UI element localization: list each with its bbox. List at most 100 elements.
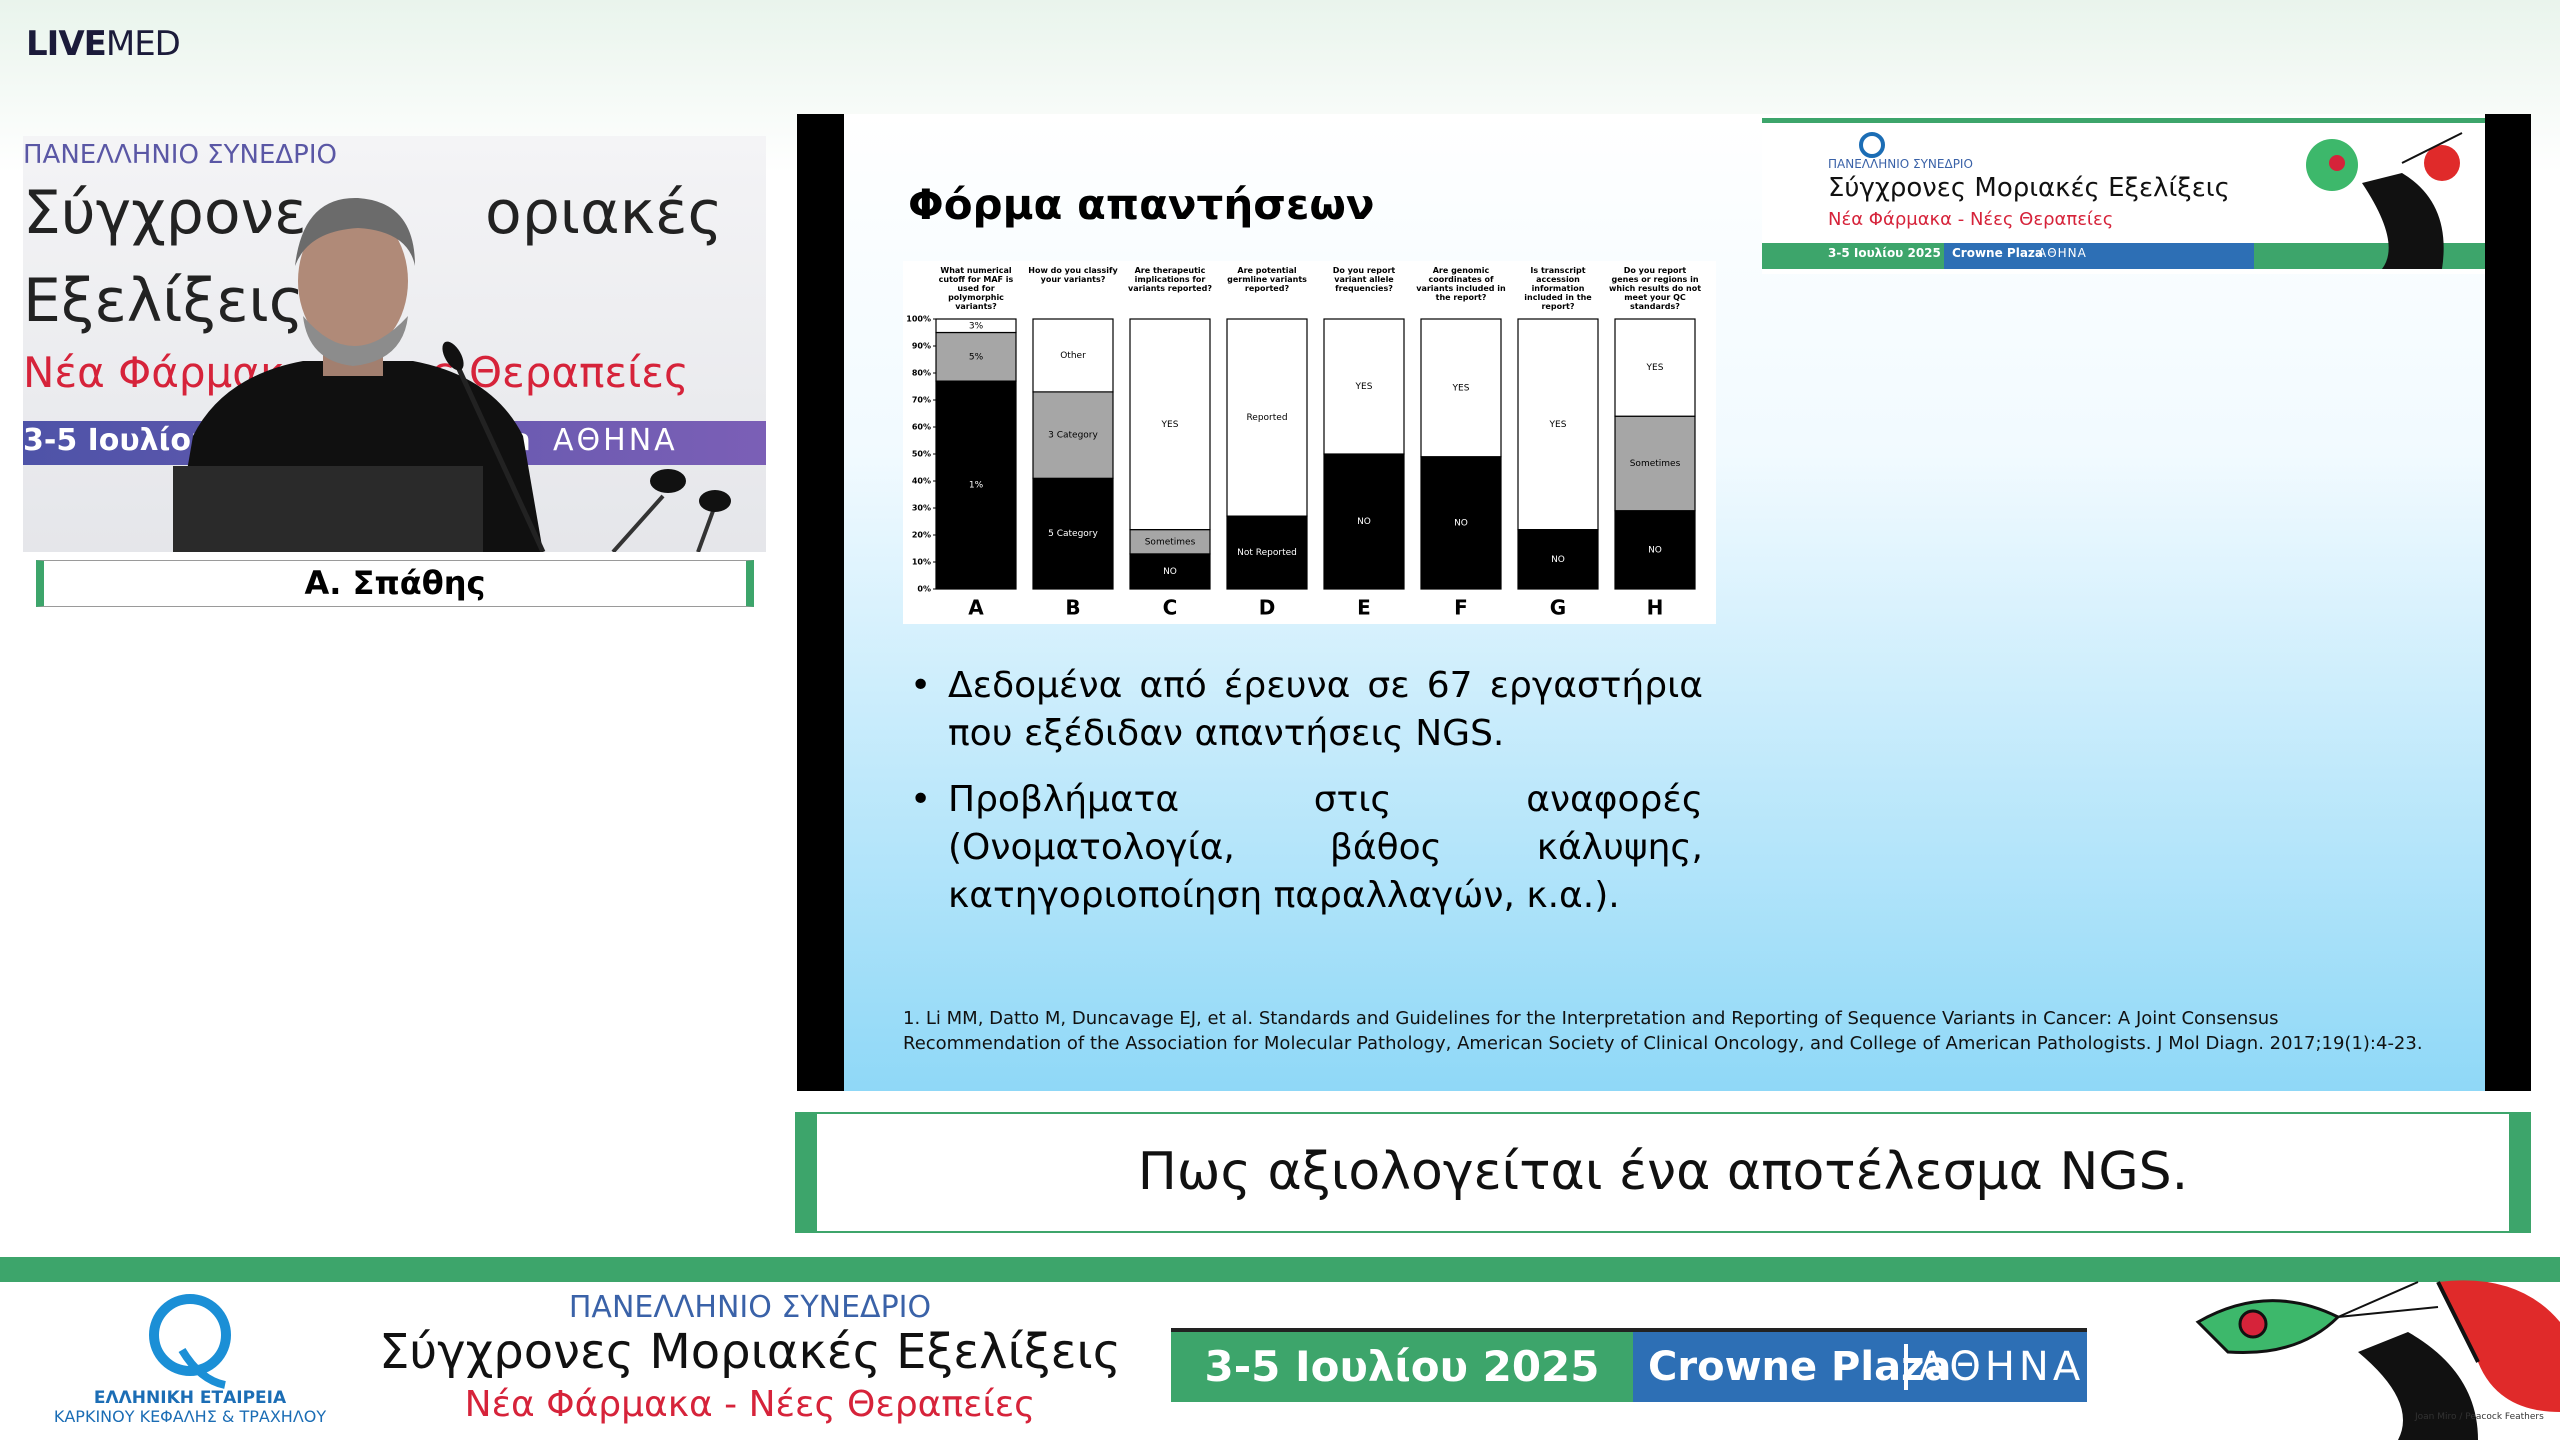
question: Are genomic coordinates of variants incl… — [1416, 266, 1506, 302]
bullet-list: Δεδομένα από έρευνα σε 67 εργαστήρια που… — [910, 662, 1703, 938]
bullet: Δεδομένα από έρευνα σε 67 εργαστήρια που… — [910, 662, 1703, 758]
bar-segment — [1032, 318, 1114, 393]
y-tick-label: 30% — [912, 504, 931, 513]
footer-dates: 3-5 Ιουλίου 2025 — [1171, 1332, 1633, 1402]
art-credit: Joan Miro / Peacock Feathers — [2415, 1412, 2544, 1422]
banner-dates: 3-5 Ιουλίου 2025 — [1828, 246, 1941, 260]
bar-segment — [1129, 529, 1211, 555]
segment-label: Reported — [1246, 413, 1287, 423]
artwork — [2195, 1280, 2560, 1440]
backdrop-text: οριακές — [485, 178, 723, 248]
category-label: H — [1647, 596, 1664, 620]
segment-label: NO — [1163, 567, 1177, 577]
separator — [1904, 1344, 1908, 1390]
segment-label: Sometimes — [1630, 459, 1681, 469]
footer-congress: ΠΑΝΕΛΛΗΝΙΟ ΣΥΝΕΔΡΙΟ — [568, 1290, 932, 1325]
brand-bold: LIVE — [26, 24, 107, 64]
footer-title: Σύγχρονες Μοριακές Εξελίξεις — [379, 1324, 1121, 1380]
question: Are therapeutic implications for variant… — [1128, 266, 1212, 293]
y-tick-label: 0% — [917, 585, 931, 594]
category-label: A — [968, 596, 984, 620]
segment-label: YES — [1452, 383, 1470, 393]
segment-label: 3% — [969, 321, 984, 331]
segment-label: 3 Category — [1048, 431, 1098, 441]
category-label: F — [1454, 596, 1468, 620]
society-name: ΕΛΛΗΝΙΚΗ ΕΤΑΙΡΕΙΑ — [93, 1388, 287, 1408]
segment-label: YES — [1161, 420, 1179, 430]
y-tick-label: 10% — [912, 558, 931, 567]
segment-label: Other — [1060, 351, 1086, 361]
bar-segment — [1614, 318, 1696, 417]
y-tick-label: 90% — [912, 342, 931, 351]
category-label: E — [1357, 596, 1371, 620]
bar-segment — [935, 318, 1017, 334]
segment-label: 1% — [969, 481, 984, 491]
bar-segment — [1323, 318, 1405, 455]
bullet: Προβλήματα στις αναφορές (Ονοματολογία, … — [910, 776, 1703, 920]
footer-venue: Crowne Plaza — [1648, 1344, 1952, 1390]
segment-label: 5 Category — [1048, 529, 1098, 539]
category-label: B — [1065, 596, 1080, 620]
segment-label: NO — [1648, 545, 1662, 555]
banner-congress: ΠΑΝΕΛΛΗΝΙΟ ΣΥΝΕΔΡΙΟ — [1828, 157, 1973, 171]
footer: ΕΛΛΗΝΙΚΗ ΕΤΑΙΡΕΙΑ ΚΑΡΚΙΝΟΥ ΚΕΦΑΛΗΣ & ΤΡΑ… — [0, 1280, 2560, 1440]
survey-chart: 0% 10% 20% 30% 40% 50% 60% 70% 80% 90% 100% 1% 5% 3% A… — [903, 261, 1716, 624]
banner-city: ΑΘΗΝΑ — [2038, 246, 2087, 260]
banner-title: Σύγχρονες Μοριακές Εξελίξεις — [1828, 173, 2230, 203]
slide: ΠΑΝΕΛΛΗΝΙΟ ΣΥΝΕΔΡΙΟ Σύγχρονες Μοριακές Ε… — [844, 114, 2485, 1091]
category-label: G — [1550, 596, 1566, 620]
bar-segment — [1129, 553, 1211, 590]
y-tick-label: 80% — [912, 369, 931, 378]
y-tick-label: 70% — [912, 396, 931, 405]
segment-label: YES — [1355, 382, 1373, 392]
backdrop-text: Σύγχρονε — [23, 178, 307, 248]
society-logo — [149, 1294, 231, 1389]
backdrop-text: Εξελίξεις — [23, 266, 305, 336]
society-name: ΚΑΡΚΙΝΟΥ ΚΕΦΑΛΗΣ & ΤΡΑΧΗΛΟΥ — [53, 1407, 327, 1426]
y-tick-label: 40% — [912, 477, 931, 486]
backdrop-text: ΠΑΝΕΛΛΗΝΙΟ ΣΥΝΕΔΡΙΟ — [23, 140, 337, 170]
segment-label: NO — [1454, 518, 1468, 528]
y-tick-label: 50% — [912, 450, 931, 459]
y-tick-label: 20% — [912, 531, 931, 540]
banner-subtitle: Νέα Φάρμακα - Νέες Θεραπείες — [1828, 209, 2114, 230]
segment-label: YES — [1646, 363, 1664, 373]
bar-segment — [1517, 529, 1599, 590]
question: Do you report genes or regions in which … — [1609, 266, 1702, 311]
y-tick-label: 60% — [912, 423, 931, 432]
brand-text: MED — [105, 24, 181, 64]
backdrop-text: ΑΘΗΝΑ — [553, 423, 678, 458]
segment-label: NO — [1551, 555, 1565, 565]
segment-label: 5% — [969, 352, 984, 362]
question: Do you report variant allele frequencies… — [1332, 266, 1396, 293]
slide-frame: ΠΑΝΕΛΛΗΝΙΟ ΣΥΝΕΔΡΙΟ Σύγχρονες Μοριακές Ε… — [797, 114, 2531, 1091]
category-label: D — [1259, 596, 1276, 620]
question: How do you classify your variants? — [1028, 266, 1118, 284]
segment-label: Sometimes — [1145, 537, 1196, 547]
slide-banner: ΠΑΝΕΛΛΗΝΙΟ ΣΥΝΕΔΡΙΟ Σύγχρονες Μοριακές Ε… — [1762, 118, 2485, 274]
bar-segment — [1226, 515, 1308, 590]
question: Is transcript accession information incl… — [1524, 266, 1592, 311]
bar-segment — [1129, 318, 1211, 531]
segment-label: NO — [1357, 517, 1371, 527]
brand-logo: LIVEMED — [26, 24, 181, 64]
banner-graphics — [1762, 132, 2485, 269]
footer-band — [0, 1257, 2560, 1282]
question: What numerical cutoff for MAF is used fo… — [938, 266, 1014, 311]
bar-segment — [1032, 477, 1114, 590]
y-tick-label: 100% — [906, 315, 931, 324]
footer-subtitle: Νέα Φάρμακα - Νέες Θεραπείες — [464, 1384, 1036, 1425]
question: Are potential germline variants reported… — [1227, 266, 1307, 293]
bar-segment — [1517, 318, 1599, 531]
chart-plot: 0% 10% 20% 30% 40% 50% 60% 70% 80% 90% 100% 1% 5% 3% A… — [906, 315, 1696, 620]
date-band-edge — [1171, 1328, 2087, 1332]
venue-band — [1633, 1332, 2087, 1402]
speaker-figure — [173, 197, 731, 552]
speaker-video: ΠΑΝΕΛΛΗΝΙΟ ΣΥΝΕΔΡΙΟ Σύγχρονε οριακές Εξε… — [23, 136, 766, 552]
bar-segment — [1323, 453, 1405, 590]
bar-segment — [1614, 415, 1696, 512]
segment-label: Not Reported — [1237, 548, 1297, 558]
category-label: C — [1163, 596, 1178, 620]
